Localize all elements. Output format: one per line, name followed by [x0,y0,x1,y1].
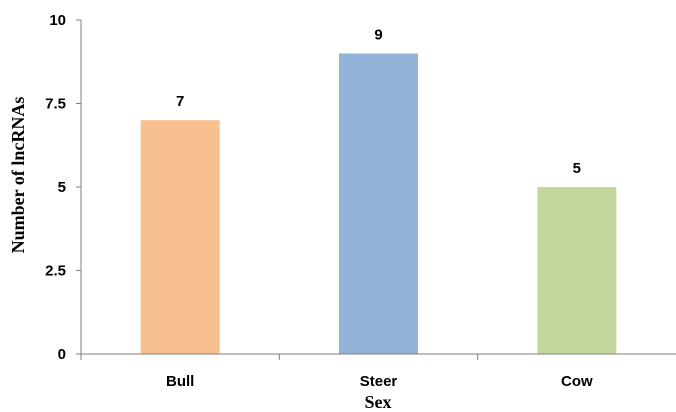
category-label-cow: Cow [561,373,593,390]
x-axis-ticks [80,354,479,360]
y-tick-label: 2.5 [45,263,66,280]
category-labels: Bull Steer Cow [166,373,593,390]
x-axis-title: Sex [365,392,392,412]
y-axis-title: Number of lncRNAs [8,97,28,254]
bar-steer [339,53,418,355]
y-tick-label: 7.5 [45,96,66,113]
y-tick-label: 0 [58,346,66,363]
y-tick-label: 5 [58,179,66,196]
category-label-steer: Steer [360,373,398,390]
data-label-cow: 5 [573,160,581,177]
data-label-bull: 7 [176,93,184,110]
bar-bull [140,120,220,354]
data-label-steer: 9 [374,26,382,43]
data-labels: 7 9 5 [176,26,581,177]
bar-cow [537,187,617,354]
category-label-bull: Bull [166,373,194,390]
y-axis-ticks: 0 2.5 5 7.5 10 [45,12,81,363]
bars [140,53,617,355]
y-tick-label: 10 [49,12,66,29]
